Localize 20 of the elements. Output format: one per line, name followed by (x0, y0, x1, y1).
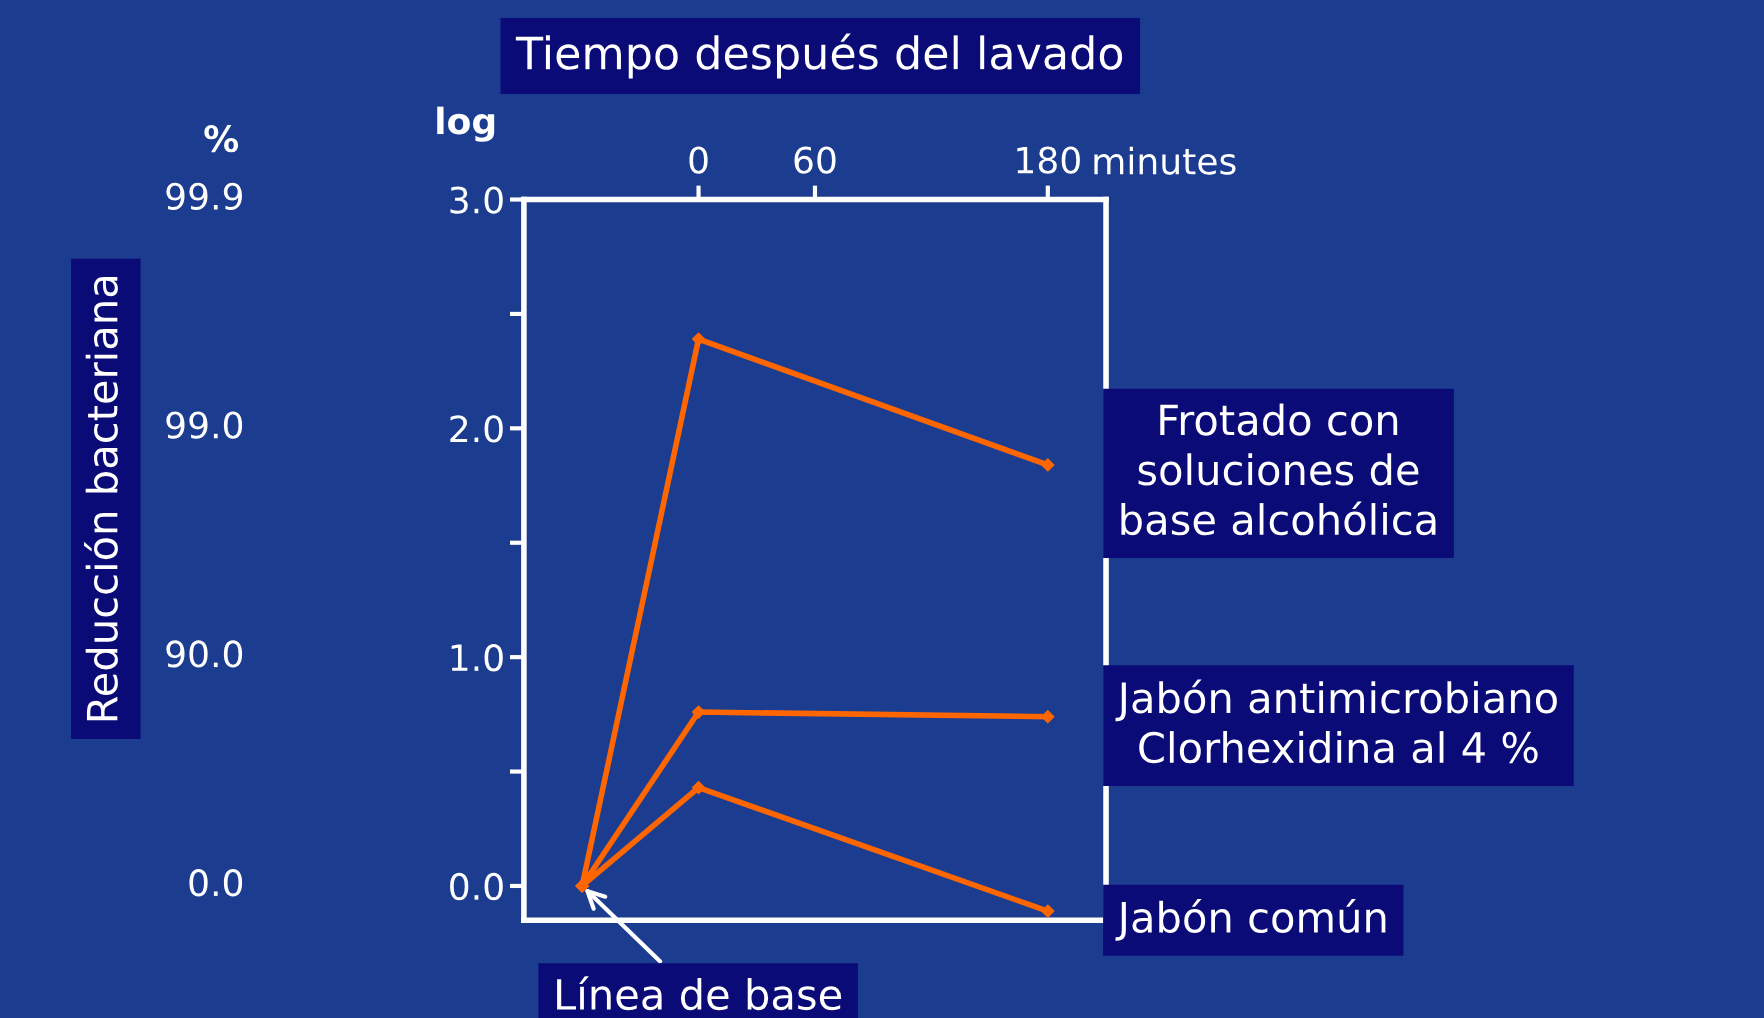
x-tick-label: 0 (689, 146, 708, 174)
text: 99.9 (166, 182, 242, 211)
y-tick-label: 3.0 (450, 186, 503, 214)
series-label: Jabón común (1115, 899, 1386, 941)
chart-title: Tiempo después del lavado (515, 33, 1123, 79)
annotation: Línea de base (557, 976, 842, 1011)
text: % (204, 125, 239, 153)
x-tick-label: 60 (794, 146, 836, 174)
text: 99.0 (166, 411, 243, 439)
y-axis-title: log (437, 106, 495, 142)
y-tick-label: 2.0 (450, 415, 503, 443)
text: 90.0 (166, 640, 243, 668)
y-tick-label: 0.0 (450, 872, 503, 901)
x-tick-label: 180 (1017, 146, 1080, 174)
text: 0.0 (189, 869, 243, 897)
y-tick-label: 1.0 (451, 644, 503, 672)
series-label: Jabón antimicrobiano Clorhexidina al 4 % (1115, 679, 1557, 764)
x-axis-title: minutes (1094, 146, 1236, 175)
series-label: Frotado con soluciones de base alcohólica (1121, 403, 1436, 536)
text: Reducción bacteriana (84, 277, 118, 721)
